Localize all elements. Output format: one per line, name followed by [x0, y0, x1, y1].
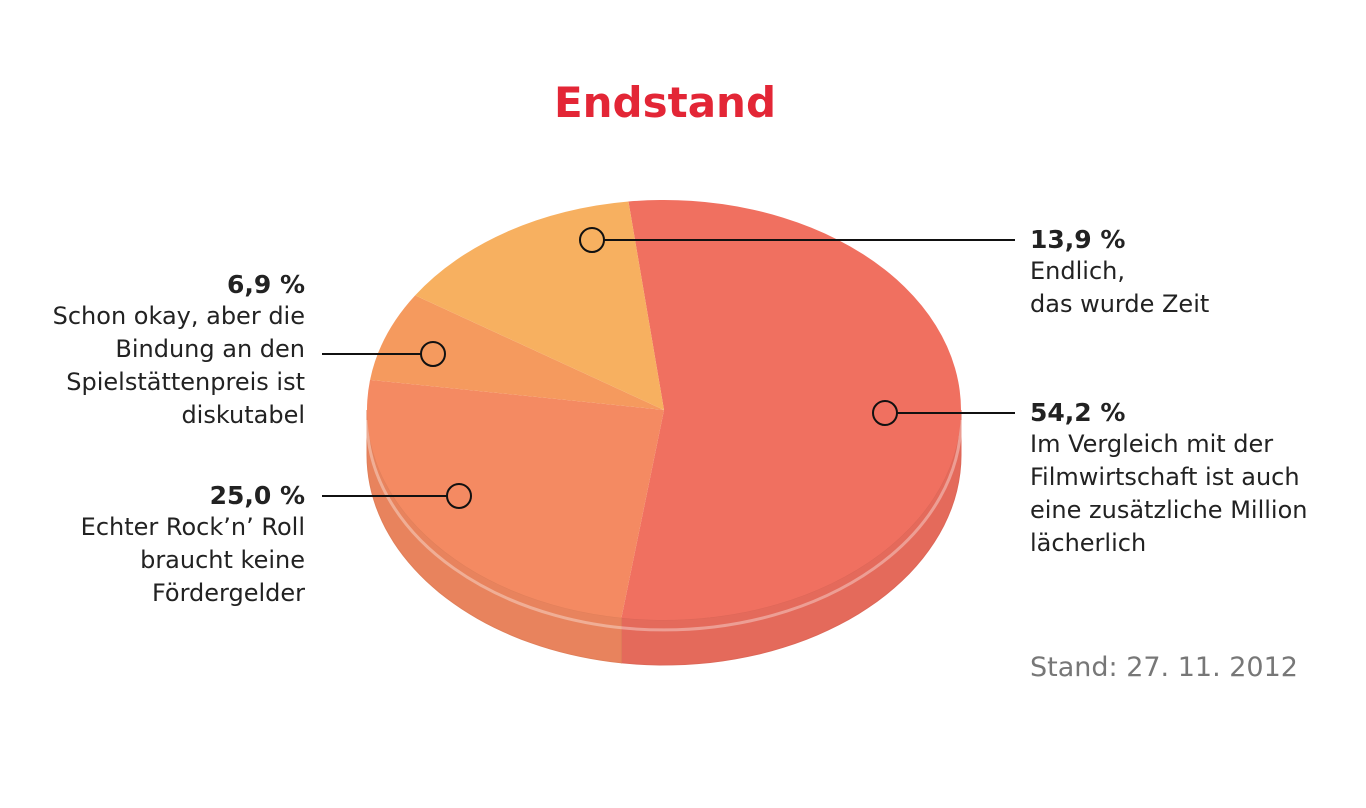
slice-label: 54,2 % Im Vergleich mit der Filmwirtschaf…: [1030, 398, 1307, 560]
value-label: 6,9 %: [226, 270, 305, 299]
slice-label: 6,9 % Schon okay, aber die Bindung an den…: [53, 270, 305, 432]
pie-slice: [415, 201, 664, 410]
value-label: 25,0 %: [209, 481, 305, 510]
note: Stand: 27. 11. 2012: [1030, 652, 1298, 683]
pie-slice: [621, 200, 961, 620]
slice-label: 25,0 % Echter Rock’n’ Roll braucht keine …: [81, 481, 305, 610]
slice-label: 13,9 % Endlich, das wurde Zeit: [1030, 225, 1209, 321]
category-label: Schon okay, aber die Bindung an den Spie…: [52, 302, 305, 429]
pie-slice: [366, 379, 664, 618]
leader-dot: [872, 400, 898, 426]
chart-title: Endstand: [553, 78, 777, 127]
category-label: Echter Rock’n’ Roll braucht keine Förder…: [80, 513, 305, 607]
pie-slice: [370, 295, 664, 410]
leader-dot: [579, 227, 605, 253]
category-label: Im Vergleich mit der Filmwirtschaft ist …: [1030, 430, 1308, 557]
category-label: Endlich, das wurde Zeit: [1030, 257, 1210, 318]
leader-dot: [420, 341, 446, 367]
leader-dot: [446, 483, 472, 509]
value-label: 13,9 %: [1030, 225, 1126, 254]
value-label: 54,2 %: [1030, 398, 1126, 427]
rim-highlight: [365, 419, 963, 632]
